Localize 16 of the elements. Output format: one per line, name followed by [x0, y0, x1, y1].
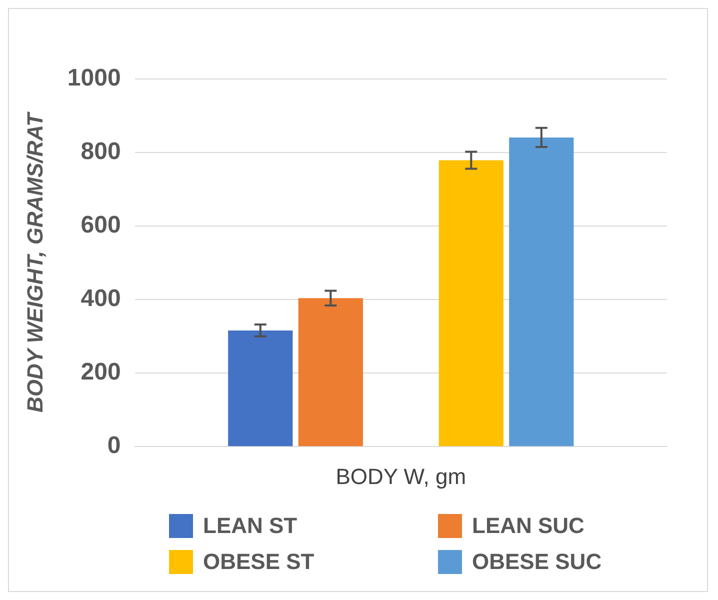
y-axis-title: BODY WEIGHT, GRAMS/RAT — [22, 112, 48, 413]
bar — [298, 298, 363, 446]
bar — [438, 160, 504, 446]
bar — [509, 137, 574, 446]
y-tick-label: 200 — [80, 358, 121, 386]
y-tick-label: 400 — [80, 285, 121, 312]
y-tick-label: 600 — [80, 212, 121, 239]
legend-label: OBESE ST — [203, 549, 314, 575]
y-tick-label: 0 — [107, 432, 121, 460]
y-tick-label: 800 — [80, 138, 121, 166]
bar — [228, 330, 293, 446]
y-tick-label: 1000 — [67, 64, 121, 92]
legend-label: LEAN SUC — [472, 513, 584, 539]
legend-label: LEAN ST — [203, 513, 298, 539]
x-tick-label: BODY W, gm — [336, 464, 466, 489]
legend-label: OBESE SUC — [472, 549, 602, 575]
